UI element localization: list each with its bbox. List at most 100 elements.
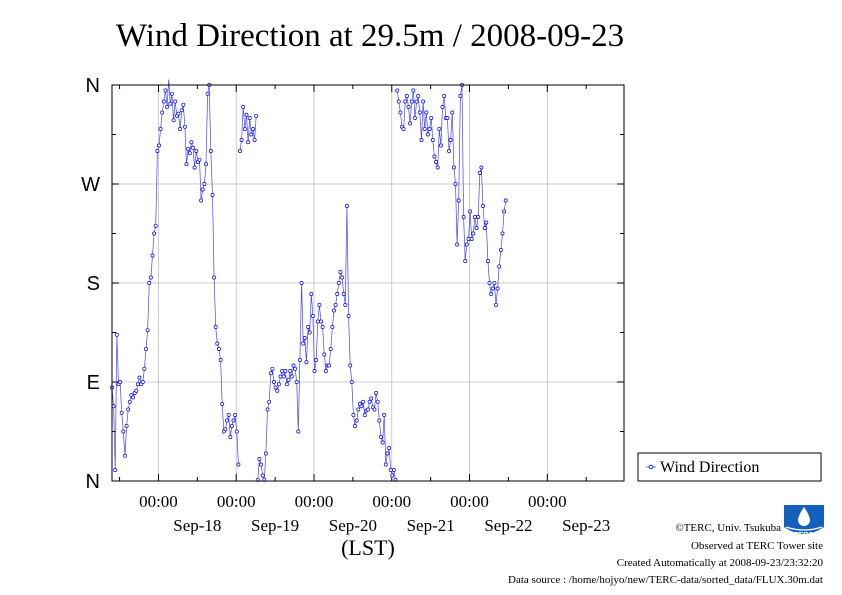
data-point xyxy=(144,347,148,351)
data-point xyxy=(463,259,468,263)
credit-created: Created Automatically at 2008-09-23/23:3… xyxy=(617,557,824,569)
data-point xyxy=(464,242,469,247)
data-point xyxy=(184,162,189,167)
legend: Wind Direction xyxy=(637,452,822,482)
data-point xyxy=(351,413,356,417)
data-point xyxy=(343,303,348,307)
data-point xyxy=(466,237,471,241)
data-point xyxy=(208,149,213,153)
data-point xyxy=(247,116,252,120)
data-point xyxy=(421,99,426,104)
data-point xyxy=(312,369,317,373)
data-point xyxy=(285,382,289,387)
y-axis: N E S W N xyxy=(81,75,100,493)
legend-label: Wind Direction xyxy=(660,459,759,476)
data-point xyxy=(197,157,202,162)
data-point xyxy=(497,264,502,269)
data-point xyxy=(135,382,140,387)
data-point xyxy=(251,127,255,131)
data-point xyxy=(430,138,435,142)
data-point xyxy=(377,418,382,423)
data-point xyxy=(145,328,150,333)
data-point xyxy=(168,101,173,106)
data-point xyxy=(161,99,166,104)
data-point xyxy=(414,99,419,104)
data-point xyxy=(297,358,302,362)
data-point xyxy=(380,440,385,445)
data-point xyxy=(479,165,484,170)
data-point xyxy=(375,399,380,404)
data-point xyxy=(186,146,191,151)
data-point xyxy=(121,429,126,434)
data-point xyxy=(322,352,327,357)
data-point xyxy=(179,108,184,113)
data-point xyxy=(244,112,249,117)
x-tick-time-label: 00:00 xyxy=(295,492,334,511)
data-point xyxy=(152,231,157,236)
data-point xyxy=(187,151,192,156)
data-point xyxy=(445,116,450,120)
x-axis-label: (LST) xyxy=(341,535,395,560)
data-point xyxy=(320,325,325,329)
data-point xyxy=(490,286,495,291)
data-point xyxy=(408,121,413,126)
data-point xyxy=(362,413,367,417)
data-point xyxy=(254,113,259,118)
data-point xyxy=(204,162,208,167)
data-point xyxy=(344,204,349,208)
data-point xyxy=(353,424,357,428)
grid xyxy=(112,85,624,481)
data-point xyxy=(330,325,335,329)
data-point xyxy=(199,198,204,203)
data-point xyxy=(309,292,314,296)
x-tick-date-label: Sep-18 xyxy=(173,516,221,535)
x-tick-time-label: 00:00 xyxy=(217,492,256,511)
x-axis: 00:00 Sep-18 00:00 Sep-19 00:00 Sep-20 00:00 Se… xyxy=(139,492,610,535)
data-point xyxy=(200,187,205,192)
data-point xyxy=(220,402,225,406)
data-point xyxy=(401,127,406,131)
data-point xyxy=(218,358,223,362)
data-point xyxy=(205,91,210,96)
data-point xyxy=(319,319,323,324)
data-point xyxy=(293,366,298,371)
data-point xyxy=(485,259,490,263)
x-tick-time-label: 00:00 xyxy=(450,492,489,511)
data-point xyxy=(416,94,421,98)
data-point xyxy=(390,473,395,478)
data-point xyxy=(395,88,400,93)
data-point xyxy=(500,231,505,236)
data-point xyxy=(142,366,147,371)
data-point xyxy=(216,347,221,351)
data-point xyxy=(385,451,390,456)
data-point xyxy=(307,330,312,335)
x-tick-date-label: Sep-21 xyxy=(407,516,455,535)
data-point xyxy=(471,231,476,236)
data-point xyxy=(323,369,328,373)
data-point xyxy=(333,303,338,307)
data-point xyxy=(469,237,474,241)
data-point xyxy=(474,226,479,230)
data-point xyxy=(260,473,265,478)
y-tick-label: N xyxy=(86,471,100,493)
data-point xyxy=(134,388,139,393)
y-tick-label: E xyxy=(87,372,100,394)
data-point xyxy=(455,242,460,247)
data-point xyxy=(366,407,370,412)
data-point xyxy=(238,149,242,153)
data-point xyxy=(242,127,247,131)
data-point xyxy=(468,209,473,214)
data-point xyxy=(157,143,161,148)
data-point xyxy=(228,435,233,439)
data-point xyxy=(150,253,155,258)
data-point xyxy=(265,407,270,412)
data-point xyxy=(226,413,231,417)
data-point xyxy=(382,413,387,417)
data-point xyxy=(153,223,158,228)
data-point xyxy=(448,138,453,142)
data-point xyxy=(472,215,477,219)
data-point xyxy=(346,314,351,318)
data-point xyxy=(270,366,275,371)
data-point xyxy=(225,418,229,423)
x-tick-time-label: 00:00 xyxy=(528,492,567,511)
